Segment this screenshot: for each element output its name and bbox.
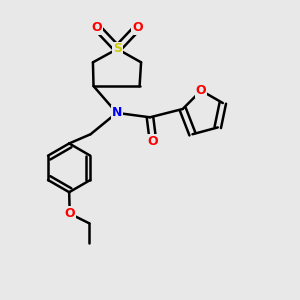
- Text: O: O: [92, 21, 102, 34]
- Text: S: S: [113, 42, 122, 56]
- Text: O: O: [132, 21, 143, 34]
- Text: N: N: [112, 106, 122, 119]
- Text: O: O: [196, 84, 206, 97]
- Text: O: O: [148, 135, 158, 148]
- Text: O: O: [64, 207, 75, 220]
